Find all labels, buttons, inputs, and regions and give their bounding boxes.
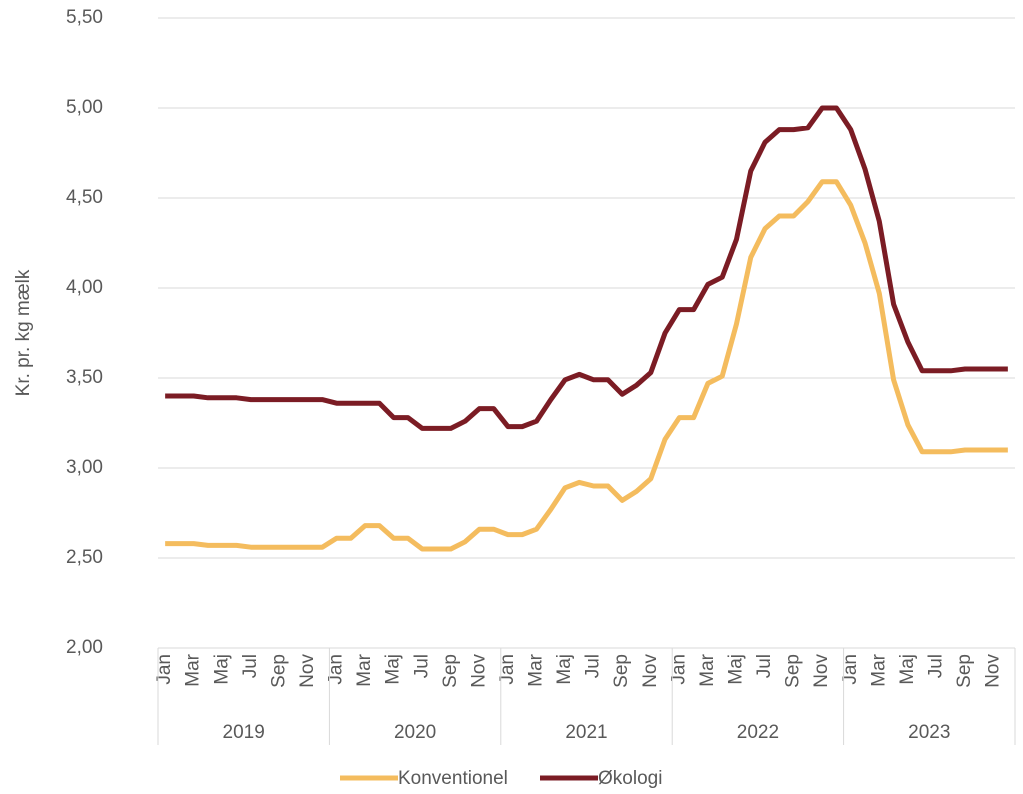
year-label: 2020 — [394, 722, 436, 743]
x-tick-label: Maj — [554, 654, 575, 685]
legend-label: Konventionel — [398, 768, 508, 789]
year-label: 2021 — [565, 722, 607, 743]
x-tick-label: Mar — [354, 653, 375, 686]
y-tick-label: 4,50 — [66, 187, 103, 208]
legend-label: Økologi — [598, 768, 662, 789]
year-label: 2019 — [223, 722, 265, 743]
x-tick-label: Sep — [611, 654, 632, 688]
x-tick-label: Mar — [868, 653, 889, 686]
x-tick-label: Nov — [640, 654, 661, 688]
x-tick-label: Mar — [183, 653, 204, 686]
x-tick-label: Nov — [811, 654, 832, 688]
x-tick-label: Nov — [297, 654, 318, 688]
x-tick-label: Jul — [754, 654, 775, 678]
x-tick-label: Jan — [154, 654, 175, 685]
x-tick-label: Sep — [440, 654, 461, 688]
x-tick-label: Nov — [468, 654, 489, 688]
series-line — [165, 179, 1008, 552]
year-label: 2023 — [908, 722, 950, 743]
y-tick-label: 3,50 — [66, 367, 103, 388]
x-tick-label: Nov — [983, 654, 1004, 688]
x-tick-label: Mar — [697, 653, 718, 686]
x-tick-label: Jan — [326, 654, 347, 685]
y-tick-label: 2,50 — [66, 547, 103, 568]
y-tick-label: 5,00 — [66, 97, 103, 118]
x-tick-label: Jan — [840, 654, 861, 685]
x-tick-label: Jul — [411, 654, 432, 678]
x-tick-label: Sep — [954, 654, 975, 688]
x-tick-label: Jul — [583, 654, 604, 678]
x-tick-label: Jan — [668, 654, 689, 685]
x-tick-label: Sep — [783, 654, 804, 688]
x-tick-label: Jul — [240, 654, 261, 678]
x-tick-label: Maj — [725, 654, 746, 685]
y-tick-label: 5,50 — [66, 7, 103, 28]
x-tick-label: Mar — [526, 653, 547, 686]
y-axis-title: Kr. pr. kg mælk — [13, 269, 34, 396]
x-tick-label: Maj — [383, 654, 404, 685]
x-tick-label: Jan — [497, 654, 518, 685]
x-tick-label: Jul — [925, 654, 946, 678]
x-tick-label: Sep — [268, 654, 289, 688]
year-label: 2022 — [737, 722, 779, 743]
series-line — [165, 105, 1008, 431]
x-tick-label: Maj — [211, 654, 232, 685]
y-tick-label: 3,00 — [66, 457, 103, 478]
y-tick-label: 2,00 — [66, 637, 103, 658]
y-tick-label: 4,00 — [66, 277, 103, 298]
x-tick-label: Maj — [897, 654, 918, 685]
